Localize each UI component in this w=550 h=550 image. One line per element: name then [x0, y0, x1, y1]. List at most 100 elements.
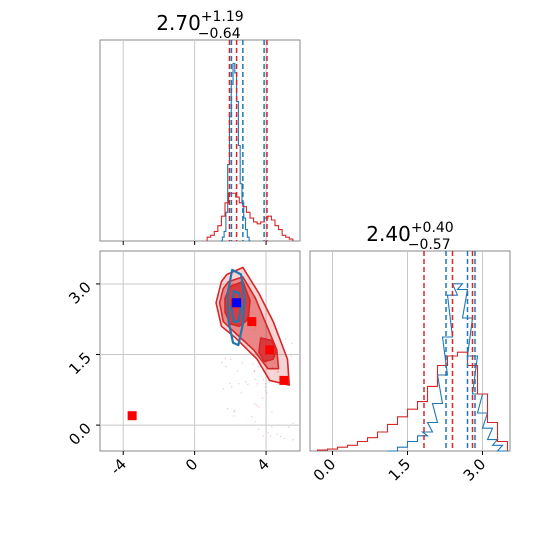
sample-point — [254, 325, 257, 328]
blue-histogram — [387, 283, 508, 452]
title-plus: +0.40 — [411, 220, 454, 236]
marginal-histogram-x: 2.70+1.19 −0.64 — [99, 9, 301, 245]
red-square-marker — [265, 345, 275, 355]
panel-title: 2.40+0.40 −0.57 — [366, 220, 453, 253]
grid — [96, 251, 300, 455]
sample-point — [277, 370, 280, 373]
marginal-histogram-y: 0.0 1.5 3.0 2.40+0.40 −0.57 — [309, 220, 511, 485]
title-plus: +1.19 — [201, 9, 244, 25]
sample-point — [253, 370, 255, 373]
sample-point — [254, 378, 256, 380]
sample-point — [236, 370, 239, 372]
sample-point — [267, 432, 269, 434]
sample-point — [250, 416, 253, 418]
x-tick-label: -4 — [107, 455, 130, 478]
x-tick-label: 0 — [182, 455, 201, 474]
sample-point — [222, 388, 224, 390]
y-tick-label: 0.0 — [65, 419, 95, 449]
panel-title: 2.70+1.19 −0.64 — [156, 9, 243, 42]
x-tick-label: 4 — [253, 455, 272, 474]
sample-point — [233, 415, 235, 417]
sample-point — [224, 357, 226, 360]
blue-contour — [230, 289, 243, 323]
sample-point — [287, 426, 290, 428]
red-square-marker — [127, 411, 137, 421]
grid — [332, 251, 483, 455]
red-square-marker — [279, 375, 289, 385]
sample-point — [283, 437, 286, 440]
sample-point — [261, 335, 263, 338]
sample-point — [270, 435, 272, 437]
sample-point — [254, 403, 256, 405]
blue-density-contours — [226, 268, 246, 347]
x-tick-labels: 0.0 1.5 3.0 — [310, 455, 490, 485]
sample-point — [280, 435, 282, 438]
sample-point — [233, 411, 235, 413]
sample-point — [240, 392, 242, 394]
sample-point — [262, 379, 265, 381]
sample-point — [264, 386, 267, 388]
title-minus: −0.64 — [198, 26, 241, 42]
sample-point — [270, 338, 272, 340]
blue-histogram — [220, 62, 251, 242]
histograms — [316, 283, 509, 452]
sample-point — [276, 433, 278, 435]
sample-point — [261, 397, 264, 400]
sample-point — [256, 383, 258, 385]
grid — [122, 40, 267, 245]
sample-point — [225, 365, 227, 368]
blue-contour — [226, 268, 246, 347]
sample-point — [258, 406, 260, 408]
sample-point — [285, 338, 287, 340]
y-tick-label: 1.5 — [65, 349, 95, 379]
red-histogram — [316, 351, 509, 451]
x-tick-label: 0.0 — [310, 455, 340, 485]
title-minus: −0.57 — [408, 237, 451, 253]
sample-point — [233, 409, 236, 412]
sample-point — [273, 362, 276, 364]
panel-frame — [309, 250, 511, 452]
red-square-marker — [247, 317, 257, 327]
sample-point — [291, 342, 293, 345]
y-tick-labels: 0.0 1.5 3.0 — [65, 278, 95, 449]
y-tick-label: 3.0 — [65, 278, 95, 308]
sample-point — [226, 407, 229, 410]
sample-point — [292, 422, 294, 424]
sample-point — [264, 390, 267, 392]
quantile-lines — [423, 251, 476, 451]
quantile-lines — [228, 40, 268, 241]
sample-point — [290, 355, 292, 357]
sample-point — [276, 371, 279, 373]
x-tick-label: 3.0 — [460, 455, 490, 485]
sample-point — [229, 358, 232, 360]
sample-point — [238, 383, 240, 385]
sample-point — [256, 404, 258, 407]
sample-point — [245, 381, 247, 383]
sample-point — [257, 428, 260, 430]
sample-point — [271, 426, 273, 428]
histograms — [206, 62, 294, 242]
sample-point — [229, 382, 231, 384]
sample-point — [264, 383, 267, 385]
sample-point — [271, 411, 273, 413]
title-value: 2.70 — [156, 11, 201, 35]
sample-point — [230, 386, 233, 388]
sample-point — [253, 329, 256, 331]
x-tick-labels: -4 0 4 — [107, 455, 273, 478]
sample-point — [254, 421, 256, 423]
panel-frame — [99, 39, 301, 242]
sample-point — [241, 362, 244, 364]
sample-point — [252, 363, 254, 365]
title-value: 2.40 — [366, 222, 411, 246]
sample-point — [257, 366, 259, 368]
joint-scatter-panel: -4 0 4 0.0 1.5 3.0 — [65, 250, 301, 478]
sample-point — [221, 361, 223, 364]
red-histogram — [206, 192, 294, 241]
sample-point — [265, 392, 268, 394]
blue-square-marker — [232, 298, 242, 308]
sample-point — [262, 435, 264, 437]
markers — [127, 298, 289, 421]
sample-point — [247, 383, 249, 386]
sample-point — [292, 439, 294, 441]
